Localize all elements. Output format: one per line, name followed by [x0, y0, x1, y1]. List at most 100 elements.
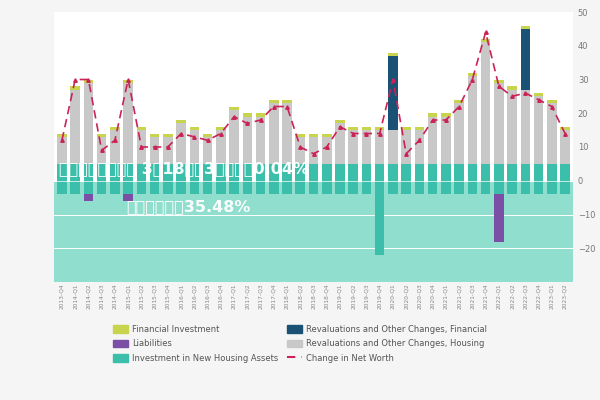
Bar [441, 117, 451, 164]
Bar [508, 181, 517, 194]
Bar [163, 164, 173, 181]
Bar [375, 130, 385, 164]
Bar [176, 120, 186, 123]
Bar [467, 73, 477, 76]
Bar [124, 181, 133, 194]
Bar [375, 181, 385, 255]
Bar [428, 113, 437, 117]
Bar [481, 164, 490, 181]
Bar [190, 130, 199, 164]
Legend: Financial Investment, Liabilities, Investment in New Housing Assets, Revaluation: Financial Investment, Liabilities, Inves… [110, 322, 490, 366]
Bar [309, 164, 318, 181]
Bar [349, 127, 358, 130]
Bar [560, 130, 570, 164]
Bar [547, 100, 557, 103]
Bar [335, 164, 345, 181]
Bar [349, 181, 358, 194]
Bar [362, 181, 371, 194]
Bar [97, 137, 106, 164]
Bar [441, 181, 451, 194]
Bar [110, 164, 119, 181]
Bar [176, 164, 186, 181]
Bar [349, 130, 358, 164]
Bar [83, 164, 93, 181]
Bar [150, 134, 160, 137]
Y-axis label: € Billion: € Billion [598, 129, 600, 165]
Bar [203, 181, 212, 194]
Bar [216, 127, 226, 130]
Bar [441, 164, 451, 181]
Bar [521, 26, 530, 29]
Bar [282, 100, 292, 103]
Text: ，转股溢价琗35.48%: ，转股溢价琗35.48% [127, 199, 251, 214]
Bar [521, 181, 530, 194]
Bar [190, 164, 199, 181]
Bar [242, 164, 252, 181]
Bar [375, 127, 385, 130]
Bar [124, 194, 133, 201]
Bar [322, 134, 332, 137]
Bar [494, 194, 503, 242]
Bar [242, 117, 252, 164]
Bar [521, 164, 530, 181]
Bar [309, 137, 318, 164]
Bar [362, 127, 371, 130]
Bar [269, 100, 278, 103]
Bar [242, 181, 252, 194]
Bar [229, 181, 239, 194]
Bar [388, 164, 398, 181]
Bar [97, 181, 106, 194]
Bar [269, 103, 278, 164]
Bar [110, 130, 119, 164]
Bar [190, 181, 199, 194]
Bar [467, 181, 477, 194]
Bar [481, 42, 490, 164]
Bar [256, 113, 265, 117]
Bar [494, 80, 503, 83]
Bar [110, 181, 119, 194]
Bar [137, 127, 146, 130]
Bar [57, 181, 67, 194]
Bar [269, 181, 278, 194]
Bar [229, 164, 239, 181]
Bar [295, 181, 305, 194]
Bar [190, 127, 199, 130]
Bar [256, 117, 265, 164]
Bar [282, 181, 292, 194]
Bar [534, 164, 544, 181]
Text: 股票配资网站行情 3月18日焴3转候下跌0.04%: 股票配资网站行情 3月18日焴3转候下跌0.04% [59, 161, 309, 176]
Bar [534, 181, 544, 194]
Bar [335, 120, 345, 123]
Bar [508, 86, 517, 90]
Bar [57, 164, 67, 181]
Bar [70, 86, 80, 90]
Bar [137, 164, 146, 181]
Bar [322, 137, 332, 164]
Bar [415, 130, 424, 164]
Bar [401, 164, 411, 181]
Bar [295, 164, 305, 181]
Bar [388, 56, 398, 130]
Bar [388, 181, 398, 194]
Bar [415, 181, 424, 194]
Bar [70, 164, 80, 181]
Bar [309, 134, 318, 137]
Bar [203, 137, 212, 164]
Bar [110, 127, 119, 130]
Bar [428, 117, 437, 164]
Bar [216, 130, 226, 164]
Bar [322, 181, 332, 194]
Bar [97, 164, 106, 181]
Bar [242, 113, 252, 117]
Bar [362, 164, 371, 181]
Bar [150, 164, 160, 181]
Bar [547, 164, 557, 181]
Bar [454, 103, 464, 164]
Bar [481, 39, 490, 42]
Bar [57, 134, 67, 137]
Bar [508, 164, 517, 181]
Bar [124, 164, 133, 181]
Bar [295, 134, 305, 137]
Bar [124, 80, 133, 83]
Bar [309, 181, 318, 194]
